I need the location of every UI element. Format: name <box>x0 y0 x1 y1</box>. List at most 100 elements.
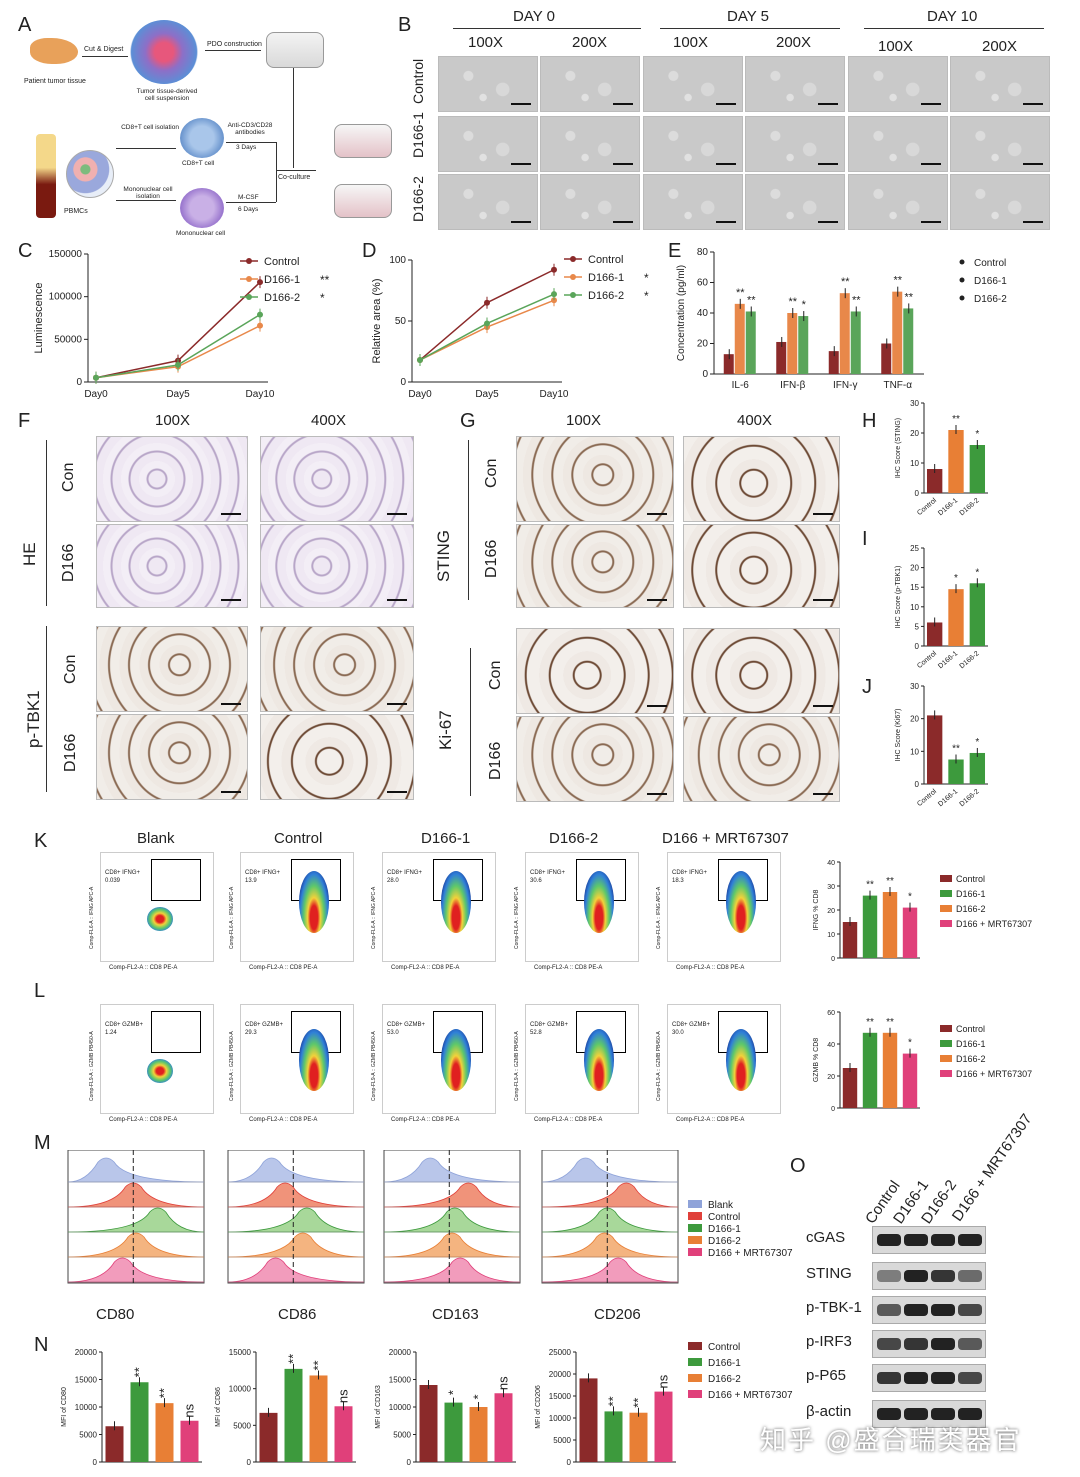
series-line <box>419 269 555 361</box>
blot-band <box>958 1338 982 1350</box>
mag-label: 200X <box>982 38 1018 55</box>
y-axis-label: Comp-FL9-A :: GZMB PB450-A <box>514 1031 520 1101</box>
y-tick-label: 50 <box>395 316 407 327</box>
x-tick-label: IL-6 <box>732 380 750 391</box>
micrograph <box>260 436 414 522</box>
data-point <box>93 374 99 381</box>
arrow-icon <box>226 142 276 143</box>
legend-marker <box>570 274 576 280</box>
mcsf-label: M-CSF <box>238 194 259 201</box>
bar <box>969 752 986 784</box>
mag-label: 400X <box>737 412 773 429</box>
group-label: Ki-67 <box>436 710 455 750</box>
micrograph <box>516 628 674 714</box>
group-label: p-TBK1 <box>24 690 43 748</box>
x-axis-label: Comp-FL2-A :: CD8 PE-A <box>391 965 460 971</box>
histogram-peak <box>67 1257 205 1283</box>
column-label: D166-2 <box>549 830 599 847</box>
y-tick-label: 0 <box>915 780 920 789</box>
mononuclear-cell-icon <box>180 188 224 228</box>
significance-label: * <box>471 1394 486 1399</box>
flow-plot: CD8+ GZMB+ 53.0 Comp-FL2-A :: CD8 PE-A Comp… <box>371 1004 496 1123</box>
y-tick-label: 100000 <box>49 292 83 303</box>
y-tick-label: 10 <box>910 603 919 612</box>
bar <box>787 313 798 374</box>
anti-cd3-label: Anti-CD3/CD28 antibodies <box>227 122 273 136</box>
significance-label: * <box>644 271 649 285</box>
panel-label-n: N <box>34 1334 49 1356</box>
y-tick-label: 40 <box>697 308 709 319</box>
y-tick-label: 20000 <box>549 1370 572 1379</box>
significance-label: ** <box>866 880 874 891</box>
gate-value: 28.0 <box>387 878 399 884</box>
bar <box>828 351 839 374</box>
y-axis-label: Luminescence <box>33 283 45 354</box>
divider <box>453 28 641 29</box>
column-label: D166 + MRT67307 <box>662 830 789 847</box>
protein-label: p-P65 <box>806 1367 847 1384</box>
density-blob <box>147 1059 173 1083</box>
legend-label: D166-1 <box>956 889 986 899</box>
panel-m-histograms <box>67 1150 679 1284</box>
bar <box>130 1382 149 1462</box>
micrograph <box>683 524 840 608</box>
panel-m-legend: Blank Control D166-1 D166-2 D166 + MRT67… <box>688 1200 793 1260</box>
significance-label: * <box>975 567 979 578</box>
panel-label-a: A <box>18 14 32 36</box>
blot-band <box>877 1270 901 1282</box>
legend-label: D166-1 <box>588 272 624 284</box>
bar <box>309 1375 328 1462</box>
bar <box>180 1420 199 1462</box>
blot-strip <box>872 1364 986 1392</box>
scale-bar <box>818 103 838 105</box>
gate-value: 29.3 <box>245 1030 257 1036</box>
bar <box>926 622 943 646</box>
scale-bar <box>818 221 838 223</box>
y-tick-label: 0 <box>400 377 406 388</box>
gate-label: CD8+ GZMB+ 52.8 <box>530 1021 568 1037</box>
histogram-peak <box>541 1257 679 1283</box>
micrograph <box>438 56 538 112</box>
histogram-peak <box>227 1182 365 1208</box>
bar <box>745 311 756 374</box>
gate-value: 30.0 <box>672 1030 684 1036</box>
days3-label: 3 Days <box>236 144 257 151</box>
panel-label-h: H <box>862 410 877 432</box>
protein-label: STING <box>806 1265 852 1282</box>
row-label: Con <box>483 458 500 488</box>
y-tick-label: 5000 <box>233 1421 251 1430</box>
histogram-peak <box>383 1182 521 1208</box>
legend-label: Control <box>264 256 299 268</box>
watermark: 知乎 @盛合瑞类器官 <box>760 1425 1022 1455</box>
marker-label: CD80 <box>96 1306 135 1323</box>
legend-label: D166-2 <box>956 1054 986 1064</box>
density-blob <box>726 1029 756 1091</box>
blot-band <box>958 1372 982 1384</box>
panel-label-d: D <box>362 240 377 262</box>
bar <box>444 1402 463 1462</box>
panel-label-b: B <box>398 14 412 36</box>
day-label: DAY 10 <box>927 8 978 25</box>
panel-label-i: I <box>862 528 868 550</box>
significance-label: ** <box>952 744 960 755</box>
legend-label: Control <box>708 1342 741 1353</box>
patient-label: Patient tumor tissue <box>24 78 86 85</box>
gate-value: 13.9 <box>245 878 257 884</box>
gate-value: 18.3 <box>672 878 684 884</box>
mag-label: 200X <box>776 34 812 51</box>
y-tick-label: 0 <box>831 956 835 963</box>
histogram-peak <box>541 1207 679 1233</box>
y-tick-label: 0 <box>915 642 920 651</box>
pdo-label: PDO construction <box>207 41 262 48</box>
blot-band <box>958 1270 982 1282</box>
x-tick-label: TNF-α <box>883 380 912 391</box>
micrograph <box>438 116 538 172</box>
y-tick-label: 20 <box>827 908 835 915</box>
suspension-label: Tumor tissue-derived cell suspension <box>136 88 198 102</box>
x-tick-label: D166-1 <box>937 650 959 670</box>
blot-band <box>904 1270 928 1282</box>
micrograph <box>848 56 948 112</box>
pbmc-label: PBMCs <box>64 208 88 215</box>
bar <box>105 1426 124 1462</box>
x-tick-label: IFN-γ <box>833 380 857 391</box>
